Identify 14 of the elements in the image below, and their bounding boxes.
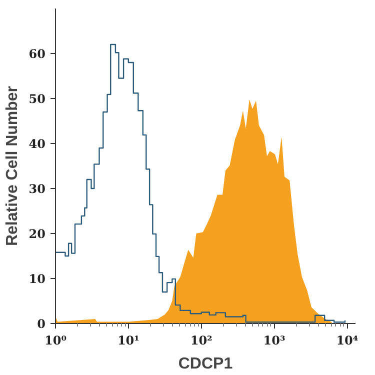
x-tick-label: 10² — [190, 334, 212, 348]
y-tick-label: 60 — [28, 47, 46, 61]
x-tick-label: 10¹ — [117, 334, 140, 348]
x-tick-label: 10⁰ — [44, 334, 66, 348]
y-tick-label: 10 — [28, 272, 46, 286]
y-tick-label: 20 — [28, 227, 46, 241]
y-tick-label: 40 — [28, 137, 46, 151]
y-axis-title: Relative Cell Number — [4, 86, 21, 246]
y-tick-label: 50 — [28, 92, 46, 106]
y-tick-label: 0 — [37, 317, 46, 331]
x-tick-label: 10⁴ — [336, 334, 358, 348]
x-axis-title: CDCP1 — [178, 356, 233, 372]
y-tick-label: 30 — [28, 182, 46, 196]
x-tick-label: 10³ — [263, 334, 286, 348]
